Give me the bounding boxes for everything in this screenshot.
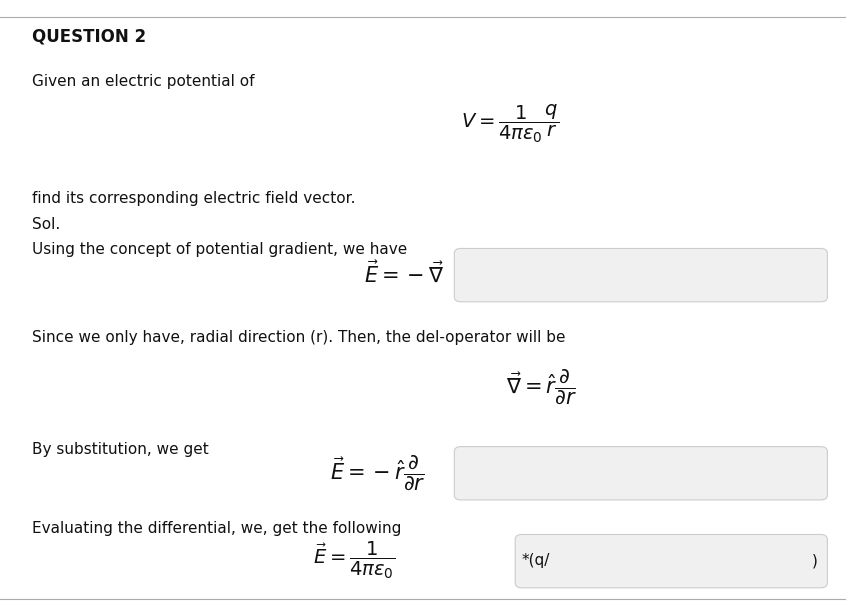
Text: ): ) <box>812 553 818 568</box>
Text: $\vec{\nabla}=\hat{r}\dfrac{\partial}{\partial r}$: $\vec{\nabla}=\hat{r}\dfrac{\partial}{\p… <box>506 367 577 406</box>
Text: $V=\dfrac{1}{4\pi\varepsilon_0}\dfrac{q}{r}$: $V=\dfrac{1}{4\pi\varepsilon_0}\dfrac{q}… <box>461 103 559 145</box>
Text: Evaluating the differential, we, get the following: Evaluating the differential, we, get the… <box>32 521 402 536</box>
Text: QUESTION 2: QUESTION 2 <box>32 27 146 45</box>
FancyBboxPatch shape <box>515 534 827 588</box>
Text: Using the concept of potential gradient, we have: Using the concept of potential gradient,… <box>32 242 408 258</box>
Text: find its corresponding electric field vector.: find its corresponding electric field ve… <box>32 191 355 206</box>
Text: Since we only have, radial direction (r). Then, the del-operator will be: Since we only have, radial direction (r)… <box>32 330 566 345</box>
Text: By substitution, we get: By substitution, we get <box>32 442 209 458</box>
Text: $\vec{E}=-\vec{\nabla}$: $\vec{E}=-\vec{\nabla}$ <box>364 261 444 287</box>
Text: Given an electric potential of: Given an electric potential of <box>32 74 255 89</box>
Text: *(q/: *(q/ <box>521 553 550 568</box>
Text: $\vec{E}=\dfrac{1}{4\pi\varepsilon_0}$: $\vec{E}=\dfrac{1}{4\pi\varepsilon_0}$ <box>313 540 395 581</box>
FancyBboxPatch shape <box>454 447 827 500</box>
FancyBboxPatch shape <box>454 248 827 302</box>
Text: Sol.: Sol. <box>32 217 60 232</box>
Text: $\vec{E}=-\hat{r}\dfrac{\partial}{\partial r}$: $\vec{E}=-\hat{r}\dfrac{\partial}{\parti… <box>330 453 426 492</box>
